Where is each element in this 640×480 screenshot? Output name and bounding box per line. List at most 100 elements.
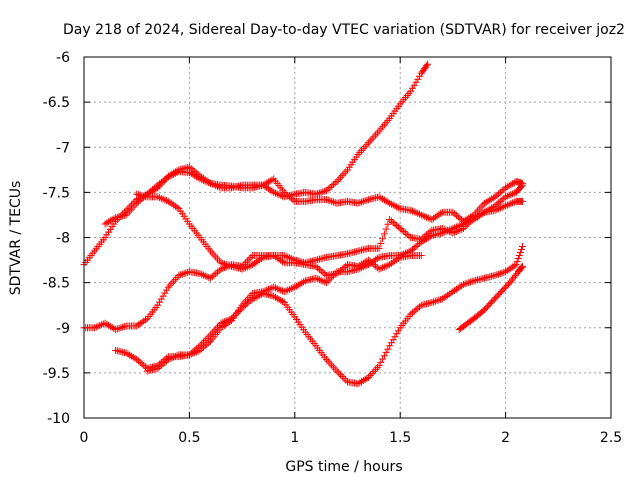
data-point (247, 296, 255, 304)
data-point (154, 193, 162, 201)
data-point (119, 323, 127, 331)
data-point (317, 188, 325, 196)
data-point (154, 301, 162, 309)
data-point (108, 323, 116, 331)
data-point (379, 264, 387, 272)
data-point (431, 297, 439, 305)
data-point (154, 364, 162, 372)
data-point (206, 179, 214, 187)
data-point (271, 189, 279, 197)
data-point (435, 211, 443, 219)
data-point (394, 327, 402, 335)
data-point (384, 220, 392, 228)
data-point (321, 270, 329, 278)
data-point (331, 270, 339, 278)
data-point (264, 178, 272, 186)
data-point (208, 180, 216, 188)
data-point (243, 257, 251, 265)
data-point (159, 292, 167, 300)
data-point (416, 303, 424, 311)
data-point (273, 294, 281, 302)
data-point (454, 284, 462, 292)
data-point (185, 351, 193, 359)
data-point (382, 197, 390, 205)
data-point (479, 209, 487, 217)
data-point (375, 265, 383, 273)
data-point (375, 362, 383, 370)
data-point (456, 221, 464, 229)
data-point (242, 259, 250, 267)
data-point (113, 325, 121, 333)
data-point (238, 262, 246, 270)
data-point (314, 190, 322, 198)
data-point (170, 201, 178, 209)
data-point (289, 196, 297, 204)
data-point (324, 277, 332, 285)
data-point (294, 281, 302, 289)
data-point (273, 285, 281, 293)
data-point (423, 235, 431, 243)
data-point (461, 280, 469, 288)
data-point (328, 197, 336, 205)
data-point (191, 346, 199, 354)
data-point (198, 173, 206, 181)
data-point (473, 213, 481, 221)
data-point (384, 261, 392, 269)
data-point (171, 168, 179, 176)
data-point (516, 249, 524, 257)
data-point (250, 259, 258, 267)
data-point (157, 361, 165, 369)
data-point (243, 299, 251, 307)
data-point (372, 262, 380, 270)
data-point (156, 363, 164, 371)
data-point (518, 262, 526, 270)
data-point (386, 261, 394, 269)
data-point (387, 259, 395, 267)
data-point (326, 184, 334, 192)
data-point (445, 290, 453, 298)
data-point (164, 172, 172, 180)
data-point (447, 225, 455, 233)
data-point (496, 204, 504, 212)
data-point (517, 246, 525, 254)
data-point (393, 330, 401, 338)
data-point (171, 352, 179, 360)
data-point (451, 224, 459, 232)
data-point (379, 355, 387, 363)
data-point (126, 351, 134, 359)
data-point (408, 84, 416, 92)
data-point (321, 187, 329, 195)
data-point (424, 234, 432, 242)
data-point (342, 376, 350, 384)
data-point (359, 263, 367, 271)
data-point (203, 177, 211, 185)
data-point (173, 352, 181, 360)
data-point (363, 374, 371, 382)
x-tick-label: 0.5 (178, 430, 200, 446)
data-point (199, 338, 207, 346)
data-point (159, 360, 167, 368)
data-point (201, 176, 209, 184)
data-point (489, 203, 497, 211)
data-point (170, 169, 178, 177)
data-point (445, 226, 453, 234)
data-point (493, 191, 501, 199)
data-point (509, 263, 517, 271)
data-point (518, 197, 526, 205)
y-axis-label: SDTVAR / TECUs (8, 181, 24, 296)
data-point (291, 283, 299, 291)
data-point (215, 267, 223, 275)
data-point (273, 190, 281, 198)
data-point (442, 292, 450, 300)
data-point (271, 284, 279, 292)
data-point (459, 280, 467, 288)
data-point (368, 258, 376, 266)
data-point (503, 192, 511, 200)
data-point (423, 62, 431, 70)
data-point (277, 286, 285, 294)
data-point (468, 216, 476, 224)
data-point (249, 261, 257, 269)
data-point (284, 191, 292, 199)
data-point (236, 306, 244, 314)
data-point (215, 183, 223, 191)
